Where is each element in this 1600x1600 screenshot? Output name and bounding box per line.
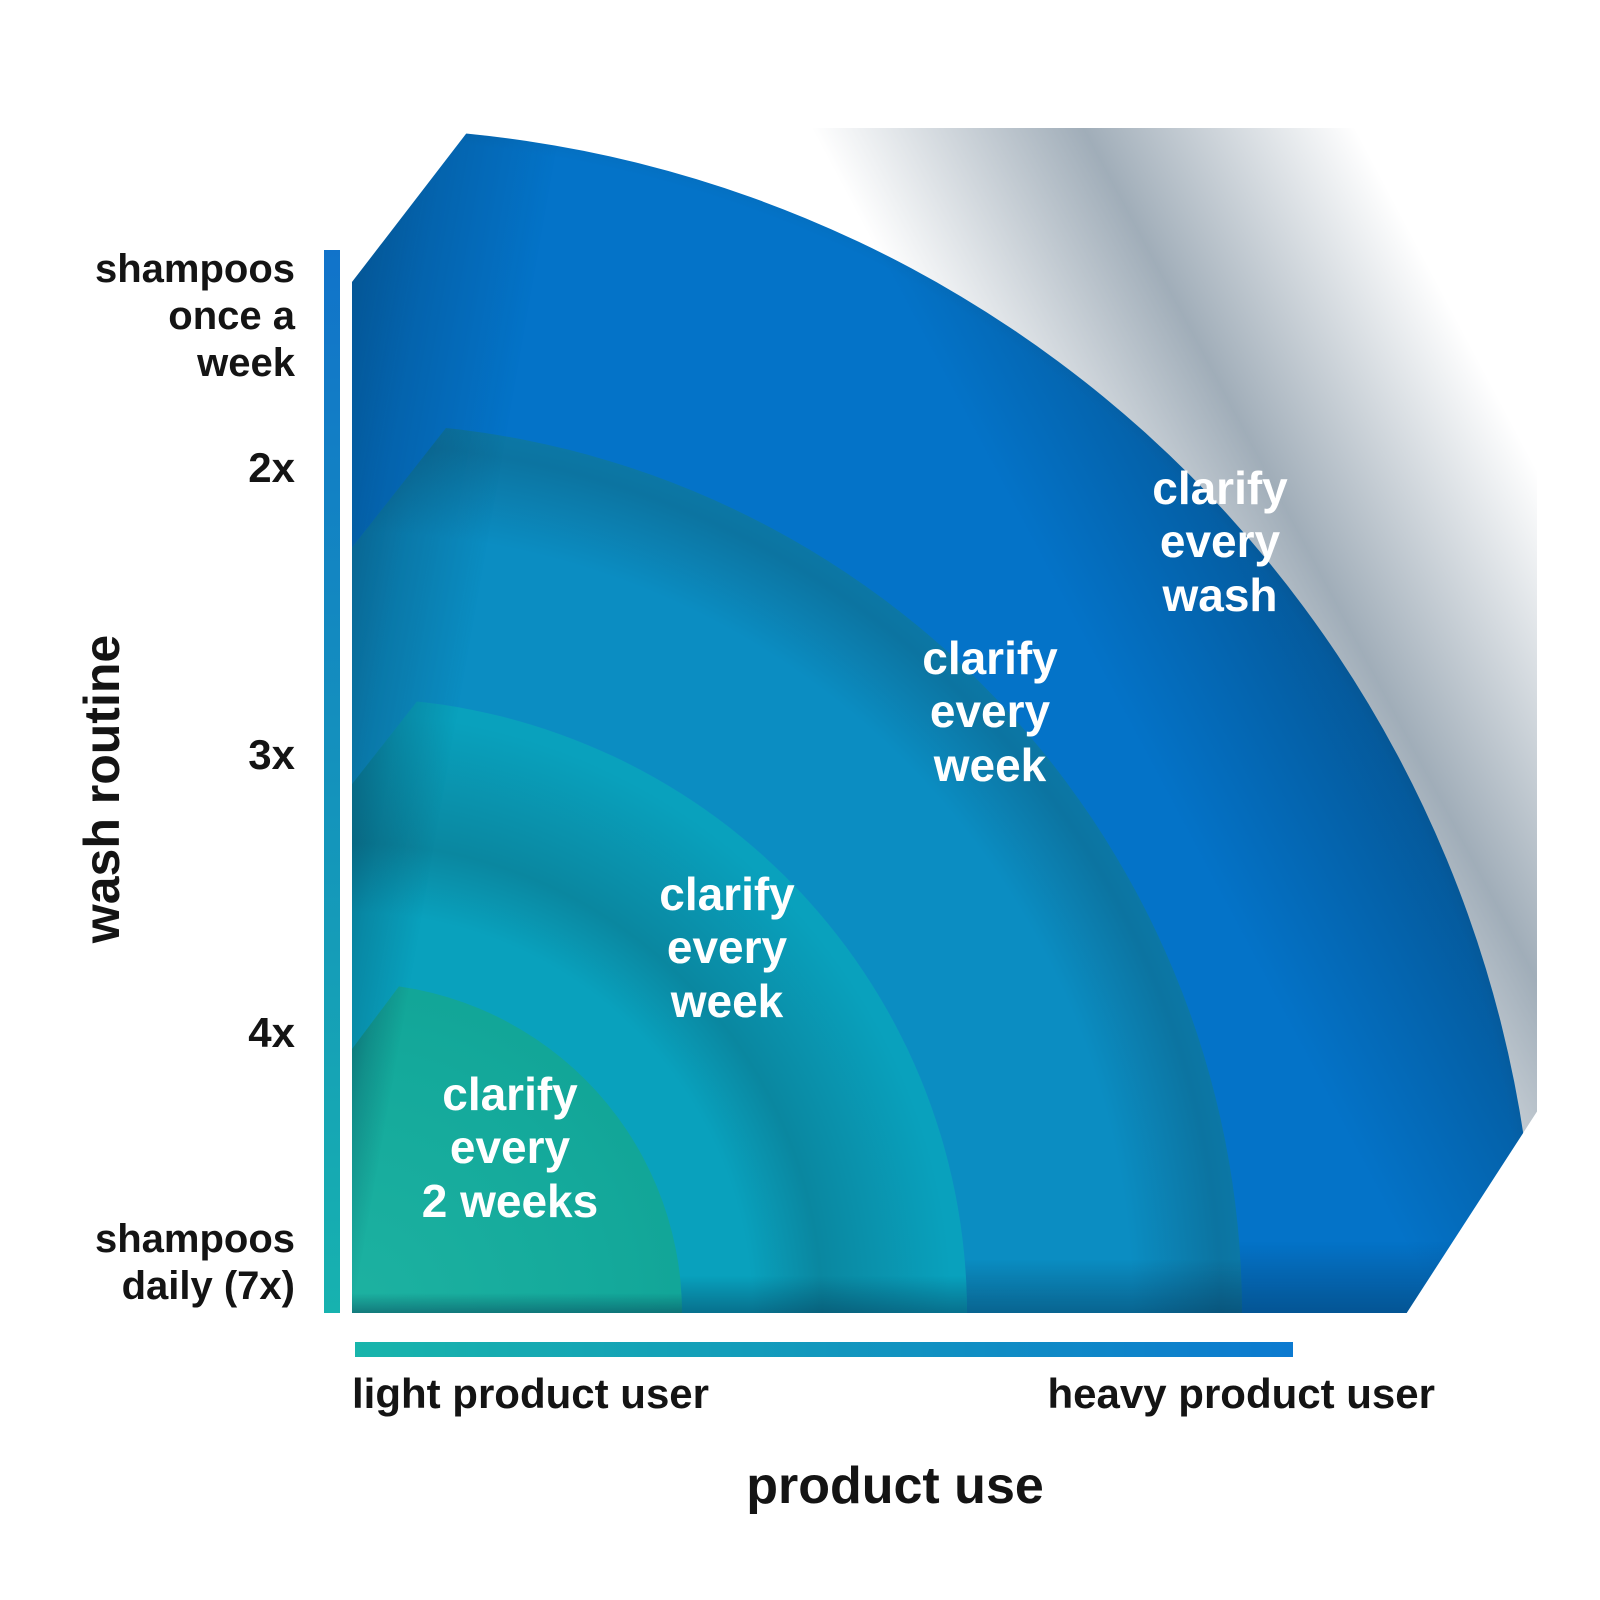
x-label-light-user: light product user bbox=[352, 1370, 709, 1417]
zone-label-clarify-every-week-inner: clarify every week bbox=[659, 868, 795, 1027]
y-tick-2x: 2x bbox=[248, 444, 295, 491]
y-tick-once-a-week: shampoos once a week bbox=[94, 247, 295, 386]
x-axis-line bbox=[355, 1342, 1293, 1357]
y-tick-3x: 3x bbox=[248, 731, 295, 778]
x-label-heavy-user: heavy product user bbox=[1047, 1370, 1435, 1417]
zone-label-clarify-every-2-weeks: clarify every 2 weeks bbox=[421, 1068, 599, 1227]
y-axis-title: wash routine bbox=[74, 634, 130, 944]
y-tick-daily: shampoos daily (7x) bbox=[94, 1217, 295, 1309]
zone-label-clarify-every-wash: clarify every wash bbox=[1152, 462, 1288, 621]
y-tick-4x: 4x bbox=[248, 1009, 295, 1056]
zone-label-clarify-every-week-outer: clarify every week bbox=[922, 632, 1058, 791]
x-axis-title: product use bbox=[746, 1457, 1044, 1515]
y-axis-line bbox=[324, 250, 340, 1313]
